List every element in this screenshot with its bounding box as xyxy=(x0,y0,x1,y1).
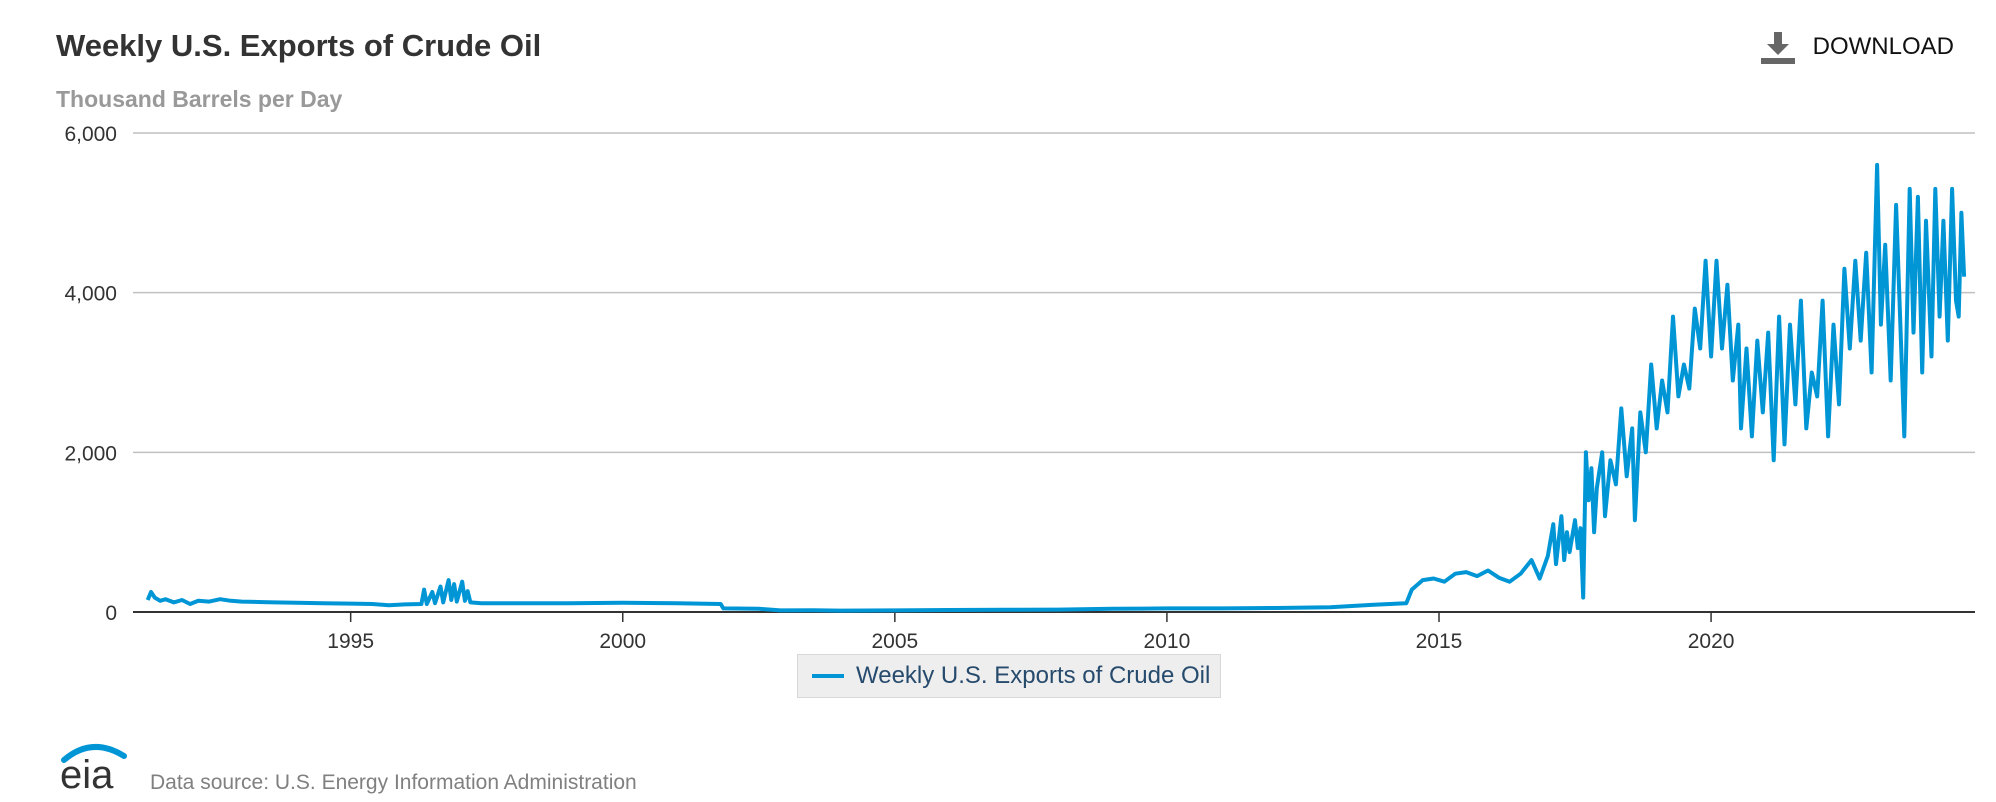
grid-lines xyxy=(133,132,1975,613)
chart-title: Weekly U.S. Exports of Crude Oil xyxy=(56,28,542,63)
y-tick-label: 2,000 xyxy=(64,442,117,465)
line-chart: 0 2,000 4,000 6,000 1995 2000 2005 2010 2015 202… xyxy=(64,123,1975,653)
legend-label: Weekly U.S. Exports of Crude Oil xyxy=(856,662,1211,689)
x-tick-label: 2010 xyxy=(1144,630,1191,653)
x-tick-label: 2020 xyxy=(1688,630,1735,653)
y-tick-label: 6,000 xyxy=(64,123,117,146)
x-axis-ticks: 1995 2000 2005 2010 2015 2020 xyxy=(327,612,1734,653)
y-axis-ticks: 0 2,000 4,000 6,000 xyxy=(64,123,117,625)
download-icon xyxy=(1760,30,1795,64)
x-tick-label: 2000 xyxy=(599,630,646,653)
download-button[interactable]: DOWNLOAD xyxy=(1760,30,1954,64)
legend-swatch xyxy=(812,674,844,678)
legend-item[interactable]: Weekly U.S. Exports of Crude Oil xyxy=(797,654,1221,698)
series-line-weekly-exports[interactable] xyxy=(145,162,1967,613)
download-label: DOWNLOAD xyxy=(1812,33,1954,60)
x-tick-label: 2015 xyxy=(1416,630,1463,653)
data-source: Data source: U.S. Energy Information Adm… xyxy=(150,771,637,794)
y-tick-label: 0 xyxy=(105,602,117,625)
eia-logo: eia xyxy=(58,738,128,799)
x-tick-label: 1995 xyxy=(327,630,374,653)
x-tick-label: 2005 xyxy=(871,630,918,653)
y-tick-label: 4,000 xyxy=(64,283,117,306)
svg-text:eia: eia xyxy=(60,753,114,794)
footer: eia Data source: U.S. Energy Information… xyxy=(58,738,637,799)
chart-subtitle: Thousand Barrels per Day xyxy=(56,86,343,112)
